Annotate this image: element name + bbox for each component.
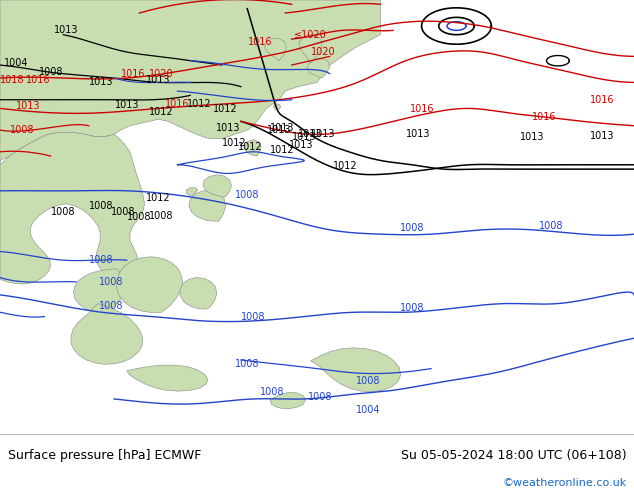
Polygon shape xyxy=(307,59,330,78)
Text: 1016: 1016 xyxy=(165,99,190,109)
Polygon shape xyxy=(0,132,145,284)
Text: 1013: 1013 xyxy=(146,75,171,85)
Polygon shape xyxy=(117,257,183,313)
Text: 1012: 1012 xyxy=(270,145,294,155)
Polygon shape xyxy=(127,365,208,391)
Polygon shape xyxy=(311,348,401,392)
Polygon shape xyxy=(71,304,143,364)
Text: Surface pressure [hPa] ECMWF: Surface pressure [hPa] ECMWF xyxy=(8,448,201,462)
Polygon shape xyxy=(265,38,287,61)
Text: 1008: 1008 xyxy=(235,359,259,369)
Text: 1008: 1008 xyxy=(400,303,424,313)
Text: 1008: 1008 xyxy=(242,312,266,321)
Polygon shape xyxy=(180,277,217,309)
Text: ©weatheronline.co.uk: ©weatheronline.co.uk xyxy=(502,478,626,488)
Text: 1008: 1008 xyxy=(89,255,113,265)
Text: Su 05-05-2024 18:00 UTC (06+108): Su 05-05-2024 18:00 UTC (06+108) xyxy=(401,448,626,462)
Text: 1012: 1012 xyxy=(213,104,237,114)
Text: 1013: 1013 xyxy=(270,123,294,133)
Text: 1016: 1016 xyxy=(121,69,145,79)
Text: 1013: 1013 xyxy=(521,132,545,142)
Text: 1012: 1012 xyxy=(150,107,174,117)
Text: 1012: 1012 xyxy=(146,193,171,203)
Text: 1013: 1013 xyxy=(16,101,41,111)
Text: 1018: 1018 xyxy=(1,75,25,85)
Polygon shape xyxy=(189,191,226,221)
Text: 1013: 1013 xyxy=(115,100,139,110)
Text: 1008: 1008 xyxy=(150,211,174,221)
Text: 1013: 1013 xyxy=(216,123,240,133)
Text: 1013: 1013 xyxy=(55,25,79,35)
Text: 1016: 1016 xyxy=(532,112,556,122)
Text: 1004: 1004 xyxy=(4,58,28,68)
Text: 1013: 1013 xyxy=(311,129,335,140)
Polygon shape xyxy=(245,140,261,156)
Text: 1016: 1016 xyxy=(26,75,50,85)
Text: 1016: 1016 xyxy=(590,95,614,105)
Text: 1008: 1008 xyxy=(261,388,285,397)
Polygon shape xyxy=(203,175,231,197)
Text: 1008: 1008 xyxy=(356,376,380,386)
Text: 1012: 1012 xyxy=(223,138,247,148)
Polygon shape xyxy=(186,188,198,196)
Text: 1013: 1013 xyxy=(299,129,323,140)
Text: 1012: 1012 xyxy=(238,143,262,152)
Text: 1008: 1008 xyxy=(308,392,332,402)
Text: 1008: 1008 xyxy=(127,212,152,222)
Polygon shape xyxy=(299,35,322,63)
Text: 1008: 1008 xyxy=(51,207,75,217)
Polygon shape xyxy=(273,104,281,109)
Text: 1008: 1008 xyxy=(99,277,123,287)
Text: 1020: 1020 xyxy=(150,69,174,79)
Text: 1013: 1013 xyxy=(289,140,313,150)
Text: 1008: 1008 xyxy=(89,201,113,211)
Polygon shape xyxy=(270,392,306,409)
Text: 1008: 1008 xyxy=(39,67,63,76)
Polygon shape xyxy=(0,0,380,165)
Text: 1004: 1004 xyxy=(356,405,380,415)
Text: 1013: 1013 xyxy=(267,125,291,135)
Text: 1013: 1013 xyxy=(590,131,614,141)
Text: 1012: 1012 xyxy=(333,161,358,171)
Text: ≤1020: ≤1020 xyxy=(294,30,327,40)
Text: 1016: 1016 xyxy=(248,38,272,48)
Text: 1013: 1013 xyxy=(292,132,316,142)
Text: 1008: 1008 xyxy=(400,222,424,233)
Text: 1008: 1008 xyxy=(540,221,564,231)
Text: 1013: 1013 xyxy=(406,129,430,140)
Text: 1012: 1012 xyxy=(188,99,212,109)
Text: 1013: 1013 xyxy=(89,77,113,87)
Text: 1008: 1008 xyxy=(112,207,136,217)
Text: 1008: 1008 xyxy=(99,301,123,311)
Text: 1008: 1008 xyxy=(10,125,34,135)
Text: 1020: 1020 xyxy=(311,47,335,57)
Text: 1016: 1016 xyxy=(410,104,434,114)
Polygon shape xyxy=(74,269,124,311)
Text: 1008: 1008 xyxy=(235,190,259,200)
